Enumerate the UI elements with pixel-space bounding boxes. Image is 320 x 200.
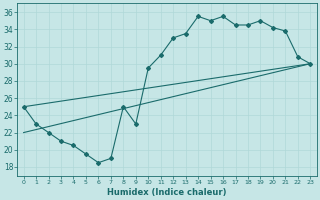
X-axis label: Humidex (Indice chaleur): Humidex (Indice chaleur)	[107, 188, 227, 197]
